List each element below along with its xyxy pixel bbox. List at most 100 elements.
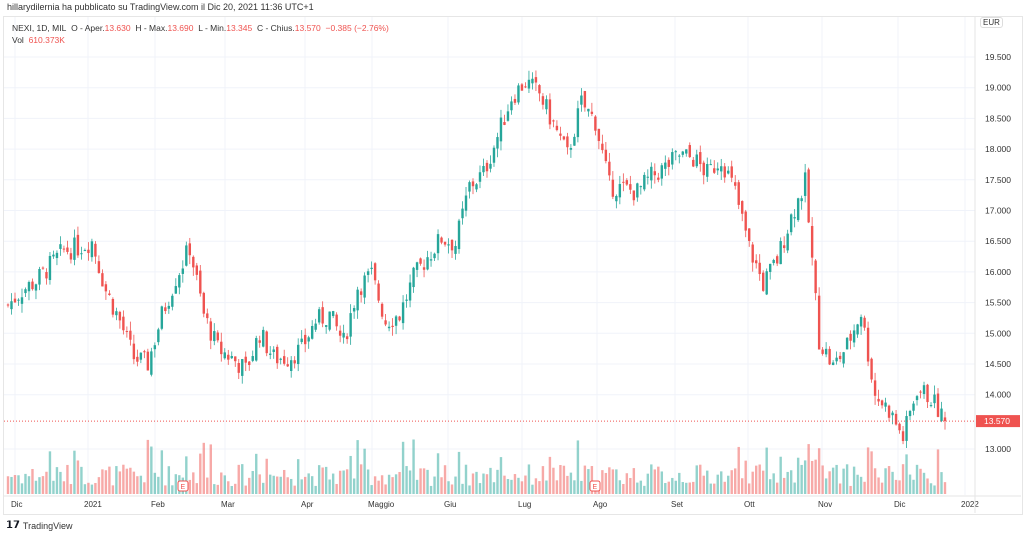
candle-body bbox=[310, 325, 314, 339]
volume-bar bbox=[716, 474, 719, 494]
candle-body bbox=[901, 431, 905, 442]
candle-body bbox=[541, 96, 545, 105]
candle-body bbox=[213, 331, 216, 342]
volume-bar bbox=[108, 466, 111, 494]
volume-bar bbox=[772, 473, 775, 494]
candle-body bbox=[370, 267, 373, 269]
candle-body bbox=[803, 172, 807, 196]
candle-body bbox=[178, 275, 181, 288]
candle-body bbox=[352, 308, 356, 312]
chart-frame[interactable] bbox=[3, 16, 1023, 515]
volume-bar bbox=[111, 485, 115, 494]
volume-bar bbox=[517, 477, 520, 494]
candle-body bbox=[171, 295, 174, 307]
candle-body bbox=[793, 217, 796, 219]
x-tick-label: Set bbox=[671, 500, 684, 509]
candle-body bbox=[824, 348, 828, 355]
candle-body bbox=[636, 183, 639, 198]
volume-bar bbox=[331, 473, 335, 494]
volume-bar bbox=[303, 476, 307, 494]
volume-bar bbox=[338, 470, 342, 494]
volume-bar bbox=[262, 482, 265, 494]
candle-body bbox=[632, 190, 636, 201]
candle-body bbox=[429, 259, 433, 261]
candle-body bbox=[503, 122, 506, 125]
volume-bar bbox=[45, 471, 48, 494]
candle-body bbox=[426, 257, 429, 270]
candle-body bbox=[576, 108, 580, 138]
candle-body bbox=[317, 309, 321, 323]
candle-body bbox=[115, 311, 118, 316]
candle-body bbox=[646, 176, 650, 178]
volume-bar bbox=[541, 466, 545, 494]
currency-button[interactable]: EUR bbox=[980, 17, 1003, 28]
candle-body bbox=[898, 423, 901, 431]
volume-bar bbox=[199, 453, 202, 494]
candle-body bbox=[62, 248, 66, 250]
volume-bar bbox=[531, 484, 534, 494]
candle-body bbox=[216, 332, 219, 341]
volume-bar bbox=[671, 477, 674, 494]
volume-bar bbox=[901, 464, 905, 494]
candle-body bbox=[118, 311, 122, 321]
candle-body bbox=[150, 351, 153, 375]
candle-body bbox=[737, 182, 740, 205]
volume-bar bbox=[373, 476, 377, 494]
candle-body bbox=[573, 136, 576, 146]
volume-bar bbox=[384, 484, 387, 494]
candle-body bbox=[821, 349, 824, 354]
candle-body bbox=[545, 99, 548, 110]
candle-body bbox=[814, 260, 817, 294]
candle-body bbox=[786, 233, 789, 251]
y-tick-label: 17.500 bbox=[985, 175, 1011, 185]
candle-body bbox=[251, 356, 254, 361]
candle-body bbox=[482, 165, 485, 173]
candle-body bbox=[324, 325, 328, 327]
candle-body bbox=[160, 306, 164, 329]
x-tick-label: Lug bbox=[518, 500, 531, 509]
volume-bar bbox=[538, 481, 541, 494]
volume-bar bbox=[831, 467, 835, 494]
candle-body bbox=[517, 85, 520, 103]
candle-body bbox=[436, 234, 440, 254]
volume-bar bbox=[835, 464, 838, 494]
candle-body bbox=[139, 352, 143, 360]
volume-bar bbox=[601, 470, 604, 494]
candle-body bbox=[877, 398, 880, 402]
volume-bar bbox=[828, 471, 831, 494]
y-tick-label: 19.500 bbox=[985, 52, 1011, 62]
volume-bar bbox=[422, 468, 426, 494]
volume-bar bbox=[97, 477, 101, 494]
volume-bar bbox=[457, 451, 461, 494]
volume-bar bbox=[317, 465, 321, 494]
volume-bar bbox=[31, 468, 34, 494]
volume-bar bbox=[66, 464, 69, 494]
candle-body bbox=[807, 169, 810, 223]
candle-body bbox=[765, 271, 768, 295]
volume-bar bbox=[611, 469, 615, 494]
volume-bar bbox=[115, 466, 118, 494]
candle-body bbox=[926, 384, 929, 403]
tradingview-logo[interactable]: 𝟭𝟳 TradingView bbox=[6, 520, 72, 531]
candle-body bbox=[905, 416, 908, 441]
volume-bar bbox=[720, 471, 723, 494]
candle-body bbox=[699, 152, 702, 165]
candle-body bbox=[524, 86, 527, 88]
candle-body bbox=[489, 163, 492, 169]
candle-body bbox=[248, 361, 251, 366]
candle-body bbox=[922, 385, 926, 395]
volume-bar bbox=[83, 484, 87, 494]
x-tick-label: Dic bbox=[894, 500, 906, 509]
candle-body bbox=[335, 314, 338, 327]
candle-body bbox=[828, 348, 831, 365]
volume-bar bbox=[17, 475, 20, 494]
brand-name: TradingView bbox=[22, 520, 73, 531]
volume-bar bbox=[122, 464, 125, 494]
candle-body bbox=[594, 116, 597, 131]
volume-bar bbox=[289, 478, 293, 494]
volume-bar bbox=[643, 485, 646, 494]
candle-body bbox=[681, 151, 684, 155]
volume-bar bbox=[845, 464, 849, 494]
candle-body bbox=[562, 136, 566, 140]
